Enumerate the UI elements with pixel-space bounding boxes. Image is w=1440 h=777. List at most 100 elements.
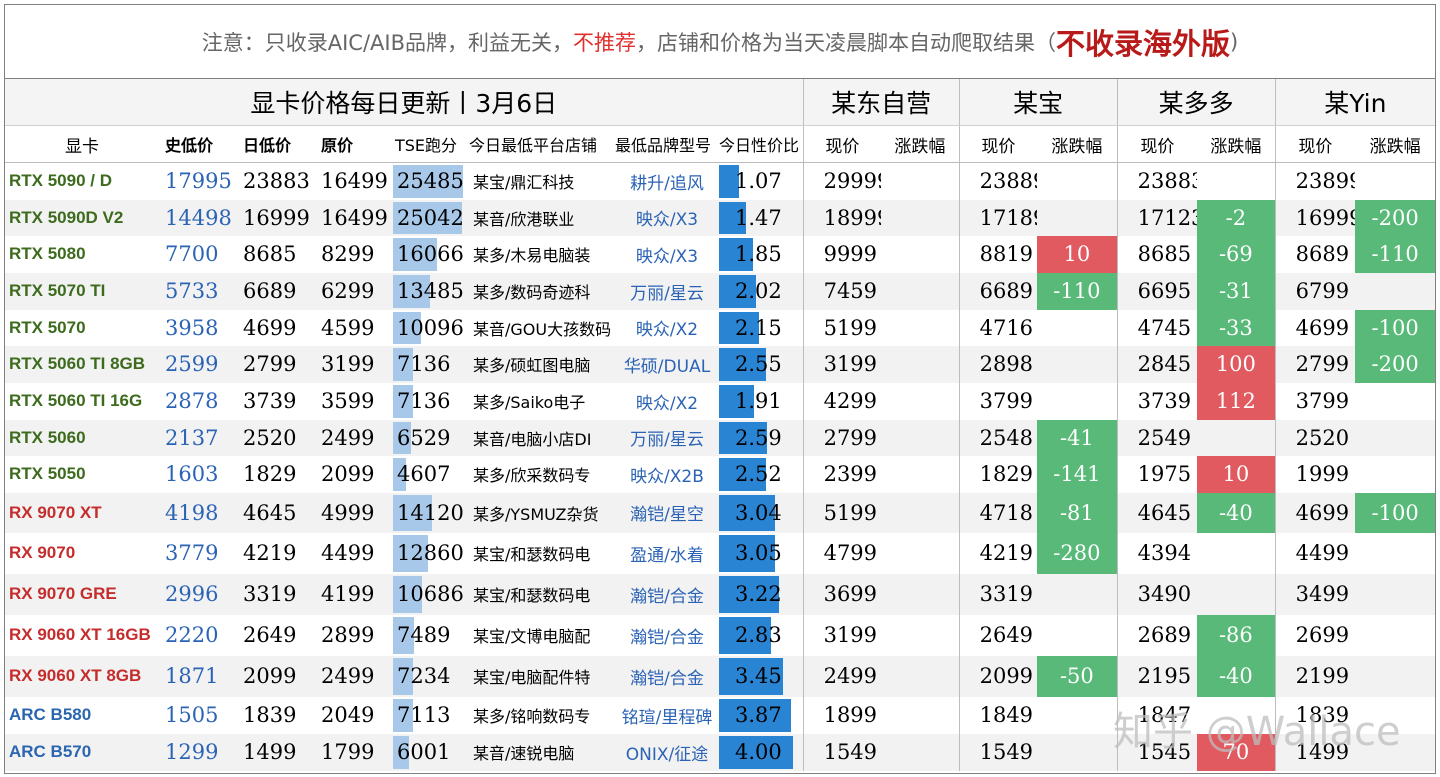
gpu-name: RX 9070 GRE bbox=[5, 573, 159, 615]
notice-text-3: ) bbox=[1230, 29, 1239, 54]
yin-price: 3499 bbox=[1274, 573, 1356, 615]
platform-jd: 某东自营 bbox=[802, 79, 960, 126]
jd-change bbox=[881, 492, 960, 533]
yin-price: 2199 bbox=[1274, 655, 1356, 697]
gpu-name: RTX 5070 bbox=[9, 317, 86, 337]
pdd-change: -69 bbox=[1197, 235, 1276, 273]
day-low-price: 2649 bbox=[243, 623, 297, 647]
jd-change bbox=[881, 272, 960, 310]
value-bar bbox=[719, 237, 753, 271]
lowest-shop: 某音/电脑小店DI bbox=[469, 419, 615, 456]
value-ratio-cell: 1.07 bbox=[719, 163, 803, 200]
tse-bar bbox=[393, 165, 463, 198]
tse-score-cell: 7136 bbox=[393, 345, 469, 383]
tse-score-cell: 13485 bbox=[393, 272, 469, 310]
pdd-change bbox=[1197, 697, 1275, 734]
value-ratio: 2.15 bbox=[735, 315, 782, 340]
tb-change: -141 bbox=[1037, 455, 1118, 493]
lowest-shop: 某多/铭响数码专 bbox=[473, 707, 591, 726]
value-ratio: 3.45 bbox=[735, 664, 782, 688]
pdd-price: 2549 bbox=[1116, 419, 1198, 456]
yin-change bbox=[1355, 733, 1435, 771]
col-pdd-chg: 涨跌幅 bbox=[1197, 125, 1276, 163]
day-low-price: 16999 bbox=[237, 199, 315, 236]
value-bar bbox=[719, 735, 793, 769]
day-low-price: 2099 bbox=[237, 655, 315, 697]
yin-price: 1839 bbox=[1274, 696, 1356, 734]
tse-score-cell: 6529 bbox=[393, 419, 469, 456]
col-gpu: 显卡 bbox=[5, 125, 159, 163]
jd-price: 18999 bbox=[802, 199, 882, 236]
lowest-shop: 某多/数码奇迹科 bbox=[469, 272, 615, 310]
tse-bar bbox=[393, 657, 413, 695]
tse-score-cell: 10096 bbox=[393, 310, 469, 346]
jd-change bbox=[881, 383, 959, 420]
value-bar bbox=[719, 616, 771, 654]
col-tse: TSE跑分 bbox=[393, 125, 469, 163]
lowest-brand-model: 瀚铠/合金 bbox=[615, 655, 719, 697]
tb-price: 1549 bbox=[958, 733, 1038, 771]
col-msrp: 原价 bbox=[315, 125, 393, 163]
tb-change bbox=[1037, 383, 1117, 420]
tse-score-cell: 4607 bbox=[393, 456, 469, 493]
col-hist-low: 史低价 bbox=[159, 125, 237, 163]
platform-tb: 某宝 bbox=[958, 79, 1118, 126]
pdd-price: 4394 bbox=[1116, 532, 1198, 574]
tb-change bbox=[1037, 697, 1117, 734]
lowest-shop: 某多/Saiko电子 bbox=[473, 393, 586, 412]
yin-change bbox=[1355, 697, 1435, 734]
day-low-price: 6689 bbox=[237, 272, 315, 310]
gpu-name: RTX 5060 TI 16G bbox=[9, 391, 143, 410]
pdd-change: 100 bbox=[1197, 345, 1276, 383]
tse-bar bbox=[393, 698, 413, 732]
lowest-brand-model: 耕升/追风 bbox=[630, 173, 704, 194]
pdd-change bbox=[1197, 419, 1276, 456]
lowest-brand-model: 万丽/星云 bbox=[615, 272, 719, 310]
table-row: RTX 5050 1603 1829 2099 4607 某多/欣采数码专 映众/X2B 2.… bbox=[5, 455, 1435, 493]
value-ratio: 2.83 bbox=[735, 623, 782, 647]
lowest-shop: 某音/欣港联业 bbox=[469, 199, 615, 236]
jd-price: 4799 bbox=[802, 532, 882, 574]
tb-price: 8819 bbox=[958, 235, 1038, 273]
hist-low-price: 7700 bbox=[165, 242, 219, 266]
day-low-price: 4219 bbox=[243, 541, 297, 565]
col-jd-chg: 涨跌幅 bbox=[881, 125, 960, 163]
pdd-change bbox=[1197, 533, 1275, 574]
tse-bar bbox=[393, 575, 422, 613]
yin-price: 1999 bbox=[1274, 455, 1356, 493]
tse-score-cell: 7136 bbox=[393, 383, 469, 420]
hist-low-price: 2137 bbox=[159, 419, 237, 456]
value-ratio: 3.05 bbox=[735, 541, 782, 565]
value-ratio: 3.04 bbox=[735, 500, 782, 525]
lowest-brand-model: 映众/X2 bbox=[635, 320, 699, 340]
value-ratio-cell: 4.00 bbox=[719, 733, 804, 771]
gpu-name: RX 9070 bbox=[9, 543, 76, 562]
table-row: RTX 5080 7700 8685 8299 16066 某多/木易电脑装 映众/X3 1.… bbox=[5, 235, 1435, 273]
tse-bar bbox=[393, 274, 430, 308]
tb-change: -41 bbox=[1037, 419, 1118, 456]
value-ratio: 3.22 bbox=[735, 582, 782, 606]
tse-bar bbox=[393, 201, 462, 234]
jd-price: 4299 bbox=[802, 382, 882, 420]
tb-price: 2898 bbox=[958, 345, 1038, 383]
day-low-price: 1839 bbox=[243, 703, 297, 727]
tse-bar bbox=[393, 616, 414, 654]
lowest-shop: 某多/木易电脑装 bbox=[473, 246, 591, 265]
value-bar bbox=[719, 384, 754, 418]
value-ratio-cell: 1.91 bbox=[719, 383, 803, 420]
hist-low-price: 4198 bbox=[159, 492, 237, 533]
yin-change bbox=[1355, 456, 1435, 493]
yin-change bbox=[1355, 419, 1435, 456]
table-row: ARC B570 1299 1499 1799 6001 某音/速锐电脑 ONIX/征途 4.… bbox=[5, 733, 1435, 771]
lowest-brand-model: 万丽/星云 bbox=[615, 419, 719, 456]
yin-price: 16999 bbox=[1274, 199, 1356, 236]
column-header-row: 显卡 史低价 日低价 原价 TSE跑分 今日最低平台店铺 最低品牌型号 今日性价… bbox=[5, 125, 1435, 163]
tb-change: -280 bbox=[1037, 532, 1118, 574]
pdd-price: 4745 bbox=[1116, 309, 1198, 346]
hist-low-price: 1505 bbox=[165, 703, 219, 727]
lowest-brand-model: 盈通/水着 bbox=[630, 545, 704, 566]
yin-change bbox=[1355, 533, 1435, 574]
lowest-brand-model: 瀚铠/星空 bbox=[615, 492, 719, 533]
tse-bar bbox=[393, 494, 432, 531]
pdd-price: 6695 bbox=[1116, 272, 1198, 310]
